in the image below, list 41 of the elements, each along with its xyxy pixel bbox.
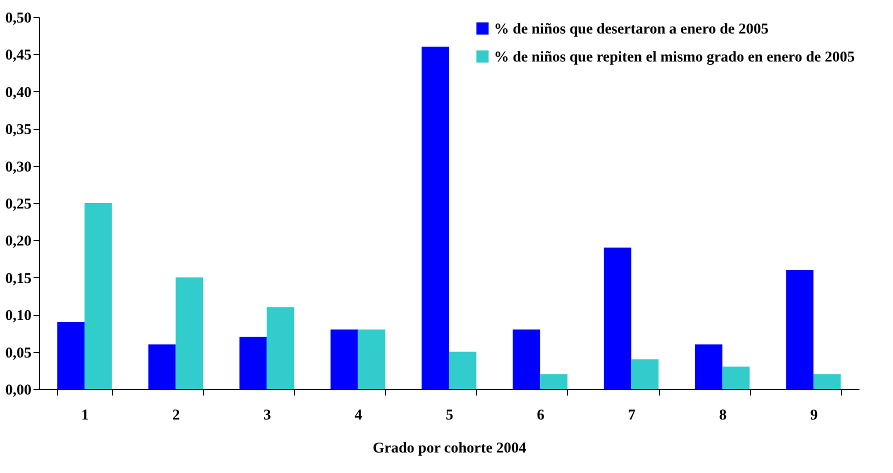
x-tick-label: 8 <box>719 408 727 424</box>
y-tick-label: 0,20 <box>5 234 32 250</box>
bar <box>176 277 203 389</box>
y-tick-label: 0,50 <box>5 10 32 26</box>
y-tick-label: 0,00 <box>5 382 32 398</box>
x-tick-label: 4 <box>354 408 363 424</box>
y-tick-label: 0,10 <box>5 308 32 324</box>
bar <box>266 307 294 389</box>
bar <box>57 322 85 389</box>
x-tick-label: 6 <box>536 408 545 424</box>
legend-label: % de niños que desertaron a enero de 2005 <box>494 22 768 38</box>
x-tick-label: 5 <box>446 408 454 424</box>
x-tick-label: 9 <box>810 408 818 424</box>
x-tick-label: 1 <box>81 408 89 424</box>
y-tick-label: 0,45 <box>5 48 32 64</box>
bar <box>631 359 659 389</box>
x-tick-label: 3 <box>264 408 272 424</box>
bar <box>722 366 750 389</box>
y-tick-label: 0,30 <box>5 159 32 176</box>
bar <box>422 46 449 389</box>
y-tick-label: 0,15 <box>5 270 32 287</box>
bar <box>84 203 112 389</box>
x-tick-label: 2 <box>172 408 180 424</box>
bar <box>358 329 386 389</box>
x-axis-title: Grado por cohorte 2004 <box>372 440 527 456</box>
bar <box>330 329 358 389</box>
y-tick-label: 0,25 <box>5 196 32 212</box>
bar <box>540 374 568 389</box>
bar <box>813 374 841 389</box>
y-tick-label: 0,40 <box>5 84 32 101</box>
bar <box>604 248 632 389</box>
bar <box>786 270 814 389</box>
bar <box>239 336 267 389</box>
x-tick-label: 7 <box>628 408 636 424</box>
y-tick-label: 0,35 <box>5 122 32 138</box>
bar <box>148 344 176 389</box>
bar <box>512 329 540 389</box>
y-tick-label: 0,05 <box>5 345 32 362</box>
legend-label: % de niños que repiten el mismo grado en enero de 2005 <box>494 50 855 66</box>
bar <box>449 352 476 389</box>
bar <box>695 344 722 389</box>
